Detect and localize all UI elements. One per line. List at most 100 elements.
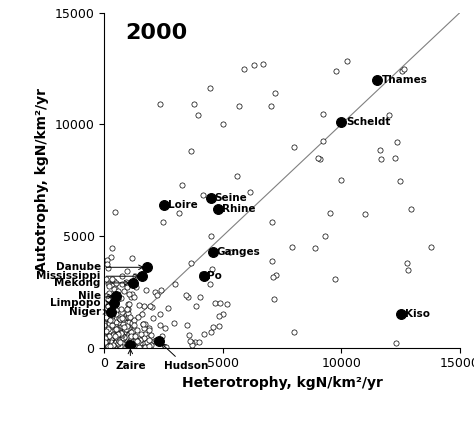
Point — [141, 265, 148, 271]
Point — [105, 337, 112, 344]
Point — [108, 336, 116, 343]
Text: Limpopo: Limpopo — [50, 298, 110, 308]
Point — [267, 103, 274, 109]
Point — [101, 329, 109, 335]
Point — [121, 324, 128, 331]
Point — [141, 331, 148, 338]
Point — [119, 344, 127, 351]
Point — [132, 284, 140, 290]
Point — [120, 335, 128, 342]
Point — [128, 342, 136, 349]
Point — [103, 338, 111, 344]
Point — [271, 90, 279, 97]
Point — [136, 337, 144, 343]
Point — [108, 312, 116, 319]
Point — [211, 300, 219, 307]
Point — [122, 312, 129, 319]
Point — [103, 340, 111, 347]
Point — [192, 302, 200, 309]
Point — [115, 338, 122, 345]
Point — [178, 181, 186, 188]
Point — [111, 285, 119, 292]
Point — [214, 206, 222, 212]
Text: Ganges: Ganges — [217, 247, 261, 257]
Point — [113, 339, 120, 346]
Point — [105, 265, 112, 272]
Point — [117, 324, 124, 331]
Point — [111, 310, 119, 316]
Point — [319, 110, 327, 117]
Point — [139, 321, 146, 327]
Point — [195, 112, 202, 119]
Point — [116, 337, 124, 344]
Text: Zaire: Zaire — [115, 349, 146, 371]
Point — [121, 335, 129, 342]
Point — [110, 335, 118, 342]
Point — [112, 339, 119, 346]
Point — [137, 340, 144, 346]
Point — [270, 296, 277, 302]
Text: Thames: Thames — [382, 75, 428, 85]
Point — [146, 326, 153, 333]
Text: Mekong: Mekong — [55, 278, 129, 288]
Point — [120, 288, 128, 295]
Point — [106, 336, 114, 343]
Point — [156, 101, 164, 108]
Point — [147, 332, 155, 338]
Point — [207, 195, 215, 201]
Point — [104, 326, 111, 333]
Point — [124, 314, 131, 321]
Point — [119, 321, 127, 328]
Point — [199, 191, 207, 198]
Point — [109, 332, 117, 339]
Point — [104, 326, 112, 332]
Point — [114, 338, 121, 345]
Point — [122, 343, 130, 350]
Point — [102, 311, 109, 318]
Point — [126, 314, 134, 321]
Point — [119, 343, 127, 350]
Point — [269, 258, 276, 265]
Point — [101, 338, 109, 345]
Point — [112, 311, 120, 318]
Point — [127, 327, 134, 334]
Point — [246, 188, 254, 195]
Point — [115, 334, 123, 340]
Point — [182, 291, 190, 298]
Point — [210, 324, 217, 330]
Point — [100, 320, 108, 326]
Point — [172, 280, 179, 287]
Point — [105, 296, 113, 303]
Point — [103, 257, 110, 263]
Point — [110, 297, 118, 304]
Point — [108, 317, 116, 324]
Point — [116, 344, 123, 351]
Point — [102, 276, 110, 283]
Text: Loire: Loire — [168, 200, 198, 210]
Point — [114, 287, 122, 294]
Point — [116, 324, 124, 331]
Point — [217, 299, 224, 306]
Point — [128, 255, 136, 262]
Point — [185, 332, 192, 338]
Point — [215, 323, 223, 329]
Point — [126, 318, 133, 325]
Point — [124, 325, 132, 332]
Point — [147, 342, 155, 349]
Point — [102, 314, 110, 321]
Point — [111, 339, 119, 346]
Point — [104, 333, 111, 340]
Point — [101, 340, 109, 346]
Point — [114, 335, 122, 342]
Point — [112, 323, 120, 330]
Point — [112, 338, 120, 345]
Point — [240, 66, 248, 73]
Point — [108, 312, 116, 319]
Point — [123, 284, 131, 291]
Point — [145, 343, 153, 349]
Point — [428, 244, 435, 251]
Point — [103, 304, 111, 311]
Point — [149, 314, 156, 321]
Point — [186, 338, 193, 345]
Point — [134, 313, 141, 320]
